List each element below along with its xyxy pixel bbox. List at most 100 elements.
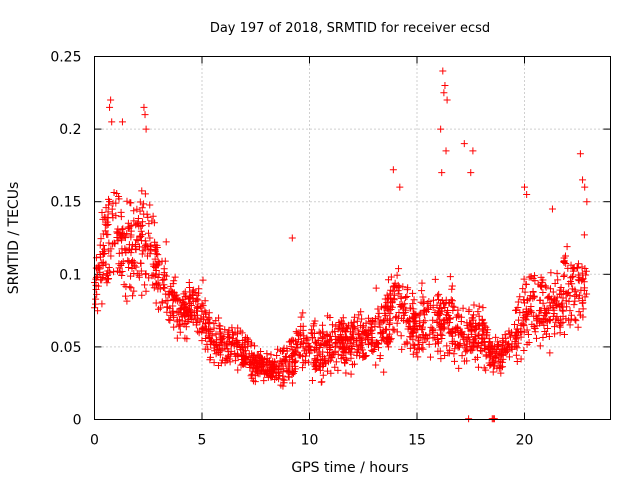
data-point bbox=[119, 258, 127, 266]
data-point bbox=[565, 280, 573, 288]
data-point bbox=[474, 308, 482, 316]
data-point bbox=[497, 357, 505, 365]
data-point bbox=[97, 235, 105, 243]
data-point bbox=[539, 276, 547, 284]
data-point bbox=[371, 322, 379, 330]
data-point bbox=[107, 96, 115, 104]
data-point bbox=[556, 286, 564, 294]
data-point bbox=[170, 323, 178, 331]
data-point bbox=[536, 307, 544, 315]
data-point bbox=[419, 339, 427, 347]
data-point bbox=[344, 325, 352, 333]
data-point bbox=[519, 285, 527, 293]
data-point bbox=[103, 270, 111, 278]
data-point bbox=[429, 316, 437, 324]
data-point bbox=[187, 302, 195, 310]
data-point bbox=[99, 258, 107, 266]
data-point bbox=[118, 260, 126, 268]
data-point bbox=[393, 319, 401, 327]
data-point bbox=[386, 315, 394, 323]
data-point bbox=[149, 271, 157, 279]
data-point bbox=[465, 308, 473, 316]
data-point bbox=[472, 322, 480, 330]
data-point bbox=[513, 325, 521, 333]
data-point bbox=[109, 214, 117, 222]
data-point bbox=[388, 299, 396, 307]
data-point bbox=[159, 276, 167, 284]
data-point bbox=[185, 294, 193, 302]
data-point bbox=[479, 304, 487, 312]
data-point bbox=[387, 294, 395, 302]
data-point bbox=[278, 347, 286, 355]
data-point bbox=[173, 318, 181, 326]
data-point bbox=[351, 313, 359, 321]
data-point bbox=[140, 210, 148, 218]
data-point bbox=[163, 308, 171, 316]
data-point bbox=[466, 346, 474, 354]
data-point bbox=[187, 316, 195, 324]
data-point bbox=[536, 342, 544, 350]
data-point bbox=[158, 298, 166, 306]
data-point bbox=[332, 358, 340, 366]
data-point bbox=[489, 368, 497, 376]
x-tick-label: 0 bbox=[90, 433, 99, 449]
data-point bbox=[274, 369, 282, 377]
data-point bbox=[210, 324, 218, 332]
data-point bbox=[241, 347, 249, 355]
data-point bbox=[448, 285, 456, 293]
data-point bbox=[384, 307, 392, 315]
data-point bbox=[94, 307, 102, 315]
data-point bbox=[294, 335, 302, 343]
data-point bbox=[136, 232, 144, 240]
data-point bbox=[376, 323, 384, 331]
data-point bbox=[167, 282, 175, 290]
data-point bbox=[333, 339, 341, 347]
data-point bbox=[128, 241, 136, 249]
data-point bbox=[471, 334, 479, 342]
data-point bbox=[115, 249, 123, 257]
data-point bbox=[92, 254, 100, 262]
data-point bbox=[557, 315, 565, 323]
data-point bbox=[414, 325, 422, 333]
data-point bbox=[445, 315, 453, 323]
y-tick-label: 0.25 bbox=[50, 50, 81, 66]
tick-labels: 0 0.05 0.1 0.15 0.2 0.25 0 5 10 15 20 bbox=[50, 50, 533, 449]
data-point bbox=[311, 346, 319, 354]
data-point bbox=[393, 328, 401, 336]
data-point bbox=[517, 333, 525, 341]
data-point bbox=[445, 299, 453, 307]
data-point bbox=[310, 360, 318, 368]
data-point bbox=[429, 325, 437, 333]
data-point bbox=[451, 357, 459, 365]
data-point bbox=[554, 276, 562, 284]
data-point bbox=[192, 321, 200, 329]
data-point bbox=[395, 283, 403, 291]
data-point bbox=[206, 356, 214, 364]
data-point bbox=[115, 229, 123, 237]
data-point bbox=[173, 334, 181, 342]
data-point bbox=[458, 352, 466, 360]
data-point bbox=[180, 311, 188, 319]
data-point bbox=[583, 198, 591, 206]
data-point bbox=[486, 338, 494, 346]
data-point bbox=[340, 348, 348, 356]
data-point bbox=[551, 330, 559, 338]
data-point bbox=[105, 201, 113, 209]
data-point bbox=[475, 312, 483, 320]
data-point bbox=[299, 353, 307, 361]
data-point bbox=[401, 300, 409, 308]
data-point bbox=[165, 316, 173, 324]
data-point bbox=[289, 379, 297, 387]
data-point bbox=[177, 305, 185, 313]
data-point bbox=[329, 350, 337, 358]
data-point bbox=[550, 310, 558, 318]
data-point bbox=[425, 298, 433, 306]
data-point bbox=[443, 342, 451, 350]
x-tick-label: 15 bbox=[408, 433, 426, 449]
data-point bbox=[454, 324, 462, 332]
data-point bbox=[520, 321, 528, 329]
data-point bbox=[551, 295, 559, 303]
data-point bbox=[327, 369, 335, 377]
data-point bbox=[319, 321, 327, 329]
data-point bbox=[290, 337, 298, 345]
